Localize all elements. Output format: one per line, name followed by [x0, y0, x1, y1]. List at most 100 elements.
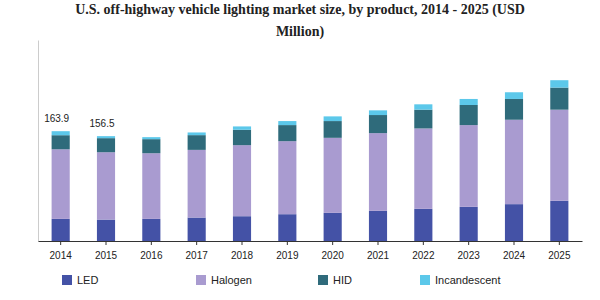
x-tick-label: 2020	[322, 250, 345, 261]
bar-segment	[505, 120, 523, 204]
x-tick-mark	[378, 241, 379, 245]
x-tick-label: 2025	[548, 250, 571, 261]
bar-segment	[369, 211, 387, 241]
chart: U.S. off-highway vehicle lighting market…	[0, 0, 600, 300]
y-axis-line	[38, 41, 39, 242]
legend-swatch	[318, 275, 328, 285]
legend-label: LED	[77, 274, 98, 286]
x-axis: 2014 2015 2016 2017 2018 2019 2020 2021 2022 2023…	[39, 241, 583, 261]
x-tick-label: 2018	[231, 250, 254, 261]
bar-segment	[369, 115, 387, 133]
x-tick: 2021	[367, 241, 390, 261]
bar-segment	[369, 110, 387, 115]
bar-segment	[278, 125, 296, 141]
bar-segment	[414, 128, 432, 208]
x-tick-label: 2023	[458, 250, 481, 261]
x-tick-mark	[423, 241, 424, 245]
bar-segment	[324, 138, 342, 213]
bar-segment	[188, 150, 206, 218]
bar-segment	[188, 218, 206, 241]
x-tick: 2025	[548, 241, 571, 261]
series-2	[52, 88, 569, 154]
series-0	[52, 201, 569, 241]
x-tick-label: 2015	[95, 250, 118, 261]
x-tick-mark	[242, 241, 243, 245]
x-tick-mark	[468, 241, 469, 245]
x-axis-line	[39, 241, 583, 242]
x-tick-mark	[151, 241, 152, 245]
annotation: 156.5	[89, 118, 114, 129]
x-tick-label: 2024	[503, 250, 526, 261]
bar-segment	[414, 209, 432, 241]
bar-segment	[233, 145, 251, 216]
legend-label: Incandescent	[435, 274, 500, 286]
legend: LED Halogen HID Incandescent	[62, 274, 500, 286]
x-tick: 2020	[322, 241, 345, 261]
bar-segment	[278, 214, 296, 241]
bar-segment	[233, 130, 251, 145]
x-tick: 2015	[95, 241, 118, 261]
bar-segment	[52, 135, 70, 149]
legend-label: HID	[333, 274, 352, 286]
x-tick-label: 2019	[276, 250, 299, 261]
legend-swatch	[62, 275, 72, 285]
bars	[52, 80, 569, 241]
x-tick-mark	[196, 241, 197, 245]
bar-segment	[97, 152, 115, 219]
bar-segment	[414, 104, 432, 109]
x-tick-mark	[332, 241, 333, 245]
bar-segment	[324, 116, 342, 121]
x-tick: 2023	[458, 241, 481, 261]
x-tick: 2018	[231, 241, 254, 261]
legend-swatch	[196, 275, 206, 285]
title: U.S. off-highway vehicle lighting market…	[75, 2, 525, 40]
bar-segment	[324, 213, 342, 241]
bar-segment	[550, 88, 568, 110]
x-tick-mark	[60, 241, 61, 245]
x-tick-mark	[106, 241, 107, 245]
bar-segment	[52, 149, 70, 219]
bar-segment	[188, 132, 206, 135]
series-3	[52, 80, 569, 139]
x-tick-label: 2016	[140, 250, 163, 261]
bar-segment	[233, 126, 251, 129]
x-tick-mark	[559, 241, 560, 245]
x-tick-label: 2014	[50, 250, 73, 261]
bar-segment	[97, 220, 115, 241]
bar-segment	[505, 99, 523, 120]
x-tick: 2016	[140, 241, 163, 261]
bar-segment	[142, 153, 160, 219]
x-tick: 2014	[50, 241, 73, 261]
bar-segment	[505, 92, 523, 99]
legend-label: Halogen	[211, 274, 252, 286]
bar-segment	[97, 136, 115, 138]
x-tick: 2022	[412, 241, 435, 261]
bar-segment	[550, 110, 568, 201]
bar-segment	[460, 105, 478, 125]
bar-segment	[550, 201, 568, 241]
bar-segment	[233, 216, 251, 241]
x-tick-mark	[514, 241, 515, 245]
x-tick-mark	[287, 241, 288, 245]
bar-segment	[324, 121, 342, 138]
bar-segment	[52, 219, 70, 241]
bar-segment	[369, 133, 387, 211]
bar-segment	[142, 137, 160, 139]
bar-segment	[142, 219, 160, 241]
bar-segment	[460, 207, 478, 241]
x-tick-label: 2022	[412, 250, 435, 261]
x-tick-label: 2017	[186, 250, 209, 261]
bar-segment	[460, 125, 478, 207]
series-1	[52, 110, 569, 220]
bar-segment	[52, 131, 70, 135]
bar-segment	[278, 141, 296, 214]
bar-segment	[550, 80, 568, 87]
bar-segment	[278, 121, 296, 125]
bar-segment	[505, 204, 523, 241]
bar-segment	[97, 138, 115, 152]
bar-segment	[460, 99, 478, 105]
bar-segment	[414, 110, 432, 129]
y-axis	[38, 41, 39, 242]
x-tick: 2019	[276, 241, 299, 261]
annotation: 163.9	[44, 113, 69, 124]
